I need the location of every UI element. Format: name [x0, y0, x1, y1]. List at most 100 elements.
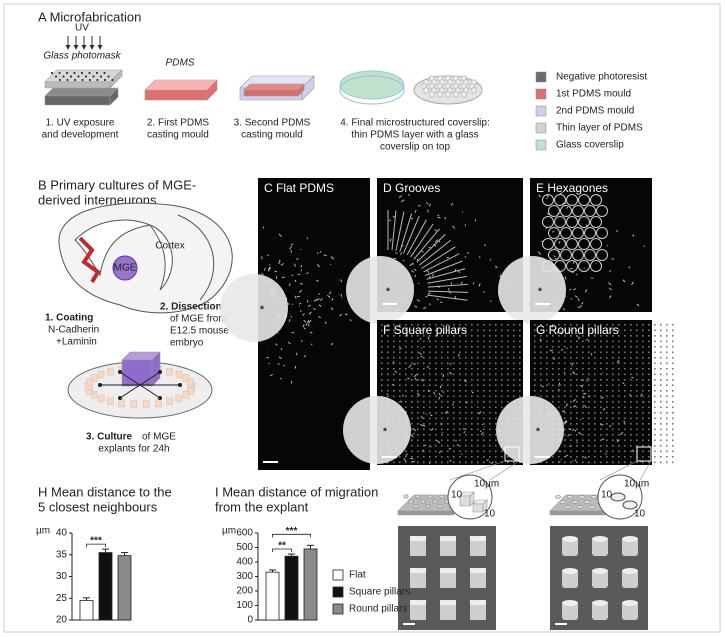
pillar-pattern: [411, 362, 413, 365]
pillar-pattern: [648, 362, 650, 365]
neurite: [426, 202, 429, 205]
pillar-pattern: [441, 417, 443, 420]
mask-dot: [69, 75, 73, 78]
pillar-pattern: [501, 346, 503, 348]
pillar-pattern: [534, 346, 536, 348]
pillar-pattern: [489, 357, 491, 359]
pillar-pattern: [477, 329, 479, 332]
pillar-pattern: [642, 384, 644, 387]
neurite: [601, 438, 605, 441]
pillar-pattern: [477, 346, 479, 348]
neurite: [537, 251, 542, 255]
pillar-pattern: [624, 450, 626, 453]
pillar-pattern: [600, 384, 602, 387]
neurite: [622, 279, 626, 283]
pillar-pattern: [435, 395, 437, 398]
pillar-pattern: [465, 450, 467, 453]
pillar-pattern: [624, 439, 626, 442]
hexagon: [560, 227, 572, 239]
pillar-pattern: [630, 340, 632, 343]
pillar-pattern: [654, 428, 656, 431]
neurite: [294, 295, 297, 299]
pillar-pattern: [507, 335, 509, 337]
pillar-pattern: [666, 384, 668, 387]
shape: [243, 83, 305, 91]
pillar-pattern: [471, 450, 473, 453]
pillar-pattern: [666, 406, 668, 409]
pillar-pattern: [381, 351, 383, 354]
pillar-pattern: [660, 412, 662, 414]
pillar-pattern: [618, 373, 620, 376]
neurite: [283, 364, 285, 367]
pillar-pattern: [423, 357, 425, 359]
pillar-pattern: [429, 423, 431, 425]
pillar-pattern: [570, 346, 572, 348]
cortex-label: Cortex: [155, 241, 184, 252]
pillar: [554, 495, 562, 499]
pillar-pattern: [600, 450, 602, 453]
pillar-pattern: [459, 412, 461, 414]
pillar-pattern: [576, 461, 578, 464]
pillar-pattern: [417, 368, 419, 370]
y-tick-label: 20: [56, 615, 68, 626]
pillar-pattern: [612, 329, 614, 332]
pillar-pattern: [411, 401, 413, 403]
dish-pillar: [97, 370, 105, 379]
pillar-pattern: [654, 417, 656, 420]
pillar-pattern: [648, 379, 650, 381]
pillar-pattern: [393, 351, 395, 354]
neurite: [622, 382, 625, 385]
pillar-pattern: [399, 346, 401, 348]
pillar-pattern: [411, 456, 413, 458]
pillar-pattern: [630, 357, 632, 359]
hexagon: [596, 205, 608, 217]
neurite: [609, 425, 612, 427]
bar: [303, 548, 318, 621]
pillar-pattern: [477, 406, 479, 409]
pillar: [420, 499, 426, 504]
pillar-pattern: [612, 461, 614, 464]
pillar-pattern: [453, 395, 455, 398]
pillar-pattern: [624, 346, 626, 348]
neurite: [350, 319, 352, 322]
mask-dot: [111, 78, 114, 82]
pillar-pattern: [513, 346, 515, 348]
pillar-pattern: [471, 439, 473, 442]
neurite: [308, 311, 312, 315]
pillar-pattern: [612, 373, 614, 376]
pillar-pattern: [654, 445, 656, 447]
pillar-pattern: [636, 373, 638, 376]
error-bar: [288, 553, 295, 557]
pillar-pattern: [495, 335, 497, 337]
neurite: [490, 461, 494, 465]
pillar-pattern: [666, 368, 668, 370]
pillar-pattern: [582, 351, 584, 354]
pillar-pattern: [564, 390, 566, 392]
pillar-pattern: [459, 351, 461, 354]
pillar-pattern: [417, 428, 419, 431]
pillar-pattern: [558, 395, 560, 398]
pillar-pattern: [513, 390, 515, 392]
pillar-pattern: [654, 390, 656, 392]
hexagon: [548, 205, 560, 217]
neurite: [572, 428, 575, 432]
pillar-pattern: [459, 340, 461, 343]
neurite: [287, 341, 291, 345]
sem-top: [622, 600, 638, 606]
pillar: [429, 91, 435, 98]
y-unit: µm: [36, 526, 50, 537]
pillar-pattern: [423, 362, 425, 365]
neurite: [327, 295, 331, 298]
pillar-pattern: [642, 456, 644, 458]
pillar-pattern: [594, 401, 596, 403]
pillar-pattern: [600, 445, 602, 447]
neurite: [407, 193, 410, 196]
pillar-pattern: [483, 456, 485, 458]
neurite: [416, 258, 419, 261]
pillar-pattern: [564, 401, 566, 403]
pillar-pattern: [519, 384, 521, 387]
pillar-pattern: [459, 456, 461, 458]
pillar: [427, 494, 433, 499]
neurite: [274, 270, 277, 273]
pillar-pattern: [417, 461, 419, 464]
